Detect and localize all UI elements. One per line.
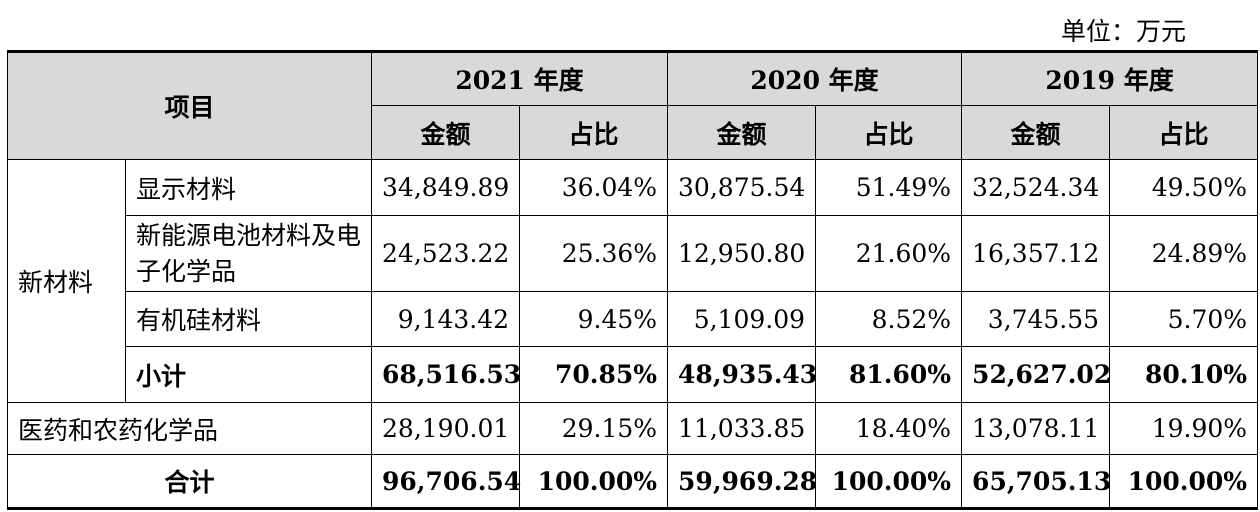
cell-ratio-2021: 9.45% xyxy=(519,291,669,347)
table-row: 新能源电池材料及电子化学品 24,523.22 25.36% 12,950.80… xyxy=(8,215,1259,292)
table-row: 医药和农药化学品 28,190.01 29.15% 11,033.85 18.4… xyxy=(6,402,1259,455)
cell-ratio-2019: 80.10% xyxy=(1109,346,1259,403)
table-row: 新材料 显示材料 34,849.89 36.04% 30,875.54 51.4… xyxy=(7,159,1259,403)
subtotal-row: 小计 68,516.53 70.85% 48,935.43 81.60% 52,… xyxy=(8,346,1259,403)
cell-amount-2021: 34,849.89 xyxy=(371,159,521,216)
cell-ratio-2020: 21.60% xyxy=(815,215,963,292)
cell-ratio-2021: 70.85% xyxy=(519,346,669,403)
cell-amount-2019: 16,357.12 xyxy=(961,215,1111,292)
cell-amount-2019: 32,524.34 xyxy=(961,159,1111,216)
revenue-table: 项目 2021 年度 2020 年度 2019 年度 金额 占比 金额 占比 金… xyxy=(6,50,1259,510)
subtotal-label: 小计 xyxy=(124,346,373,403)
cell-ratio-2019: 5.70% xyxy=(1109,291,1259,347)
row-label: 显示材料 xyxy=(124,159,373,216)
cell-amount-2021: 96,706.54 xyxy=(371,454,521,510)
header-year-2021: 2021 年度 xyxy=(371,50,669,106)
cell-amount-2020: 59,969.28 xyxy=(667,454,817,510)
row-label: 有机硅材料 xyxy=(124,291,373,347)
cell-ratio-2019: 24.89% xyxy=(1109,215,1259,292)
header-year-2020: 2020 年度 xyxy=(667,50,963,106)
cell-amount-2019: 65,705.13 xyxy=(961,454,1111,510)
header-amount: 金额 xyxy=(667,105,817,160)
cell-amount-2020: 11,033.85 xyxy=(667,402,817,455)
cell-amount-2021: 24,523.22 xyxy=(371,215,521,292)
header-amount: 金额 xyxy=(961,105,1111,160)
cell-amount-2020: 12,950.80 xyxy=(667,215,817,292)
cell-ratio-2019: 49.50% xyxy=(1109,159,1259,216)
header-ratio: 占比 xyxy=(1109,105,1259,160)
cell-ratio-2020: 51.49% xyxy=(815,159,963,216)
unit-label: 单位：万元 xyxy=(1060,17,1186,46)
cell-amount-2021: 9,143.42 xyxy=(371,291,521,347)
group-label-new-materials: 新材料 xyxy=(7,159,126,403)
table-row: 有机硅材料 9,143.42 9.45% 5,109.09 8.52% 3,74… xyxy=(8,291,1259,347)
cell-ratio-2021: 25.36% xyxy=(519,215,669,292)
cell-ratio-2021: 29.15% xyxy=(519,402,669,455)
cell-ratio-2020: 81.60% xyxy=(815,346,963,403)
cell-amount-2020: 48,935.43 xyxy=(667,346,817,403)
cell-ratio-2021: 100.00% xyxy=(519,454,669,510)
cell-ratio-2019: 19.90% xyxy=(1109,402,1259,455)
cell-amount-2021: 68,516.53 xyxy=(371,346,521,403)
header-ratio: 占比 xyxy=(815,105,963,160)
total-row: 合计 96,706.54 100.00% 59,969.28 100.00% 6… xyxy=(6,454,1259,510)
cell-ratio-2020: 18.40% xyxy=(815,402,963,455)
cell-amount-2021: 28,190.01 xyxy=(371,402,521,455)
row-label: 医药和农药化学品 xyxy=(6,402,373,455)
header-amount: 金额 xyxy=(371,105,521,160)
cell-ratio-2019: 100.00% xyxy=(1109,454,1259,510)
cell-amount-2019: 3,745.55 xyxy=(961,291,1111,347)
header-row-metrics: 金额 占比 金额 占比 金额 占比 xyxy=(8,105,1259,160)
cell-ratio-2020: 8.52% xyxy=(815,291,963,347)
header-row-years: 项目 2021 年度 2020 年度 2019 年度 xyxy=(6,50,1259,160)
cell-ratio-2021: 36.04% xyxy=(519,159,669,216)
row-label: 新能源电池材料及电子化学品 xyxy=(124,215,373,292)
cell-ratio-2020: 100.00% xyxy=(815,454,963,510)
cell-amount-2019: 13,078.11 xyxy=(961,402,1111,455)
cell-amount-2020: 30,875.54 xyxy=(667,159,817,216)
cell-amount-2020: 5,109.09 xyxy=(667,291,817,347)
total-label: 合计 xyxy=(6,454,373,510)
header-item: 项目 xyxy=(6,50,373,160)
cell-amount-2019: 52,627.02 xyxy=(961,346,1111,403)
header-year-2019: 2019 年度 xyxy=(961,50,1259,106)
header-ratio: 占比 xyxy=(519,105,669,160)
